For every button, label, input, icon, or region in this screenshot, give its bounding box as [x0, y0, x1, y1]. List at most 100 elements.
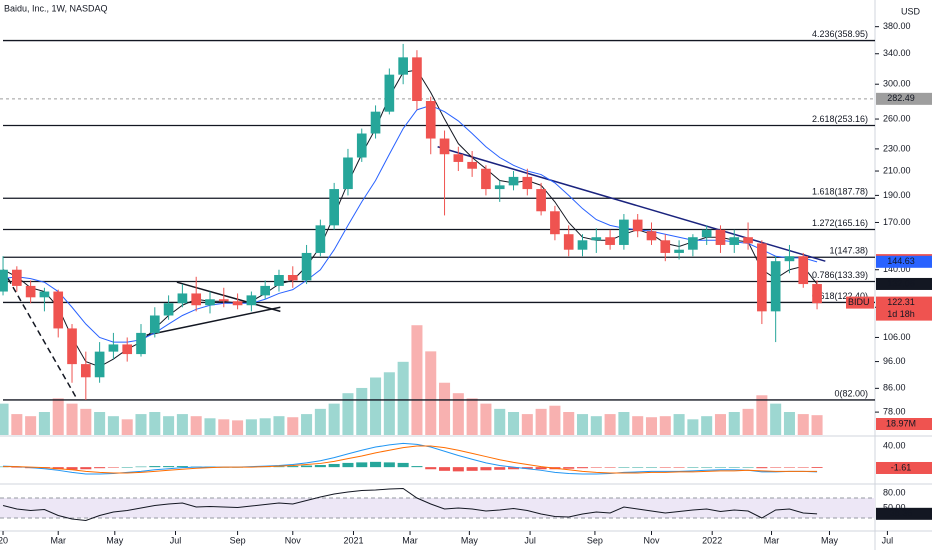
- volume-bar: [563, 412, 575, 435]
- volume-bar: [783, 412, 795, 435]
- price-badge: [876, 277, 932, 290]
- rsi-line: [2, 487, 818, 522]
- volume-bar: [121, 419, 133, 435]
- candle-body: [467, 161, 477, 169]
- macd-histogram: [576, 467, 589, 469]
- fib-label: 1.272(165.16): [812, 218, 868, 228]
- volume-bar: [480, 403, 492, 435]
- volume-bar: [632, 416, 644, 435]
- candle-body: [563, 234, 574, 250]
- macd-histogram: [94, 467, 106, 469]
- macd-histogram: [645, 467, 658, 468]
- candle-body: [646, 231, 657, 241]
- candle-body: [163, 303, 174, 316]
- macd-histogram: [52, 467, 64, 470]
- volume-bar: [135, 414, 147, 435]
- macd-histogram: [811, 467, 823, 468]
- macd-histogram: [563, 467, 575, 469]
- macd-histogram: [411, 466, 423, 468]
- fib-label: 4.236(358.95): [812, 29, 868, 39]
- chart-title: Baidu, Inc., 1W, NASDAQ: [4, 3, 108, 13]
- macd-histogram: [687, 467, 699, 468]
- volume-bar: [149, 412, 161, 435]
- x-tick-label: 2021: [343, 535, 363, 545]
- candle-body: [812, 284, 822, 304]
- volume-label: 18.97M: [886, 418, 916, 428]
- macd-histogram: [659, 467, 671, 468]
- x-tick-label: Nov: [643, 535, 660, 545]
- volume-bar: [314, 408, 326, 435]
- candle-body: [660, 240, 671, 253]
- y-tick-label: 260.00: [883, 113, 911, 123]
- volume-bar: [287, 417, 299, 435]
- candle-body: [770, 261, 781, 312]
- candle-body: [329, 189, 339, 226]
- volume-bar: [11, 414, 23, 435]
- candle-body: [53, 291, 64, 329]
- symbol-badge: [846, 296, 874, 309]
- volume-bar: [452, 393, 464, 435]
- y-tick-label: 340.00: [883, 48, 911, 58]
- volume-bar: [494, 408, 506, 435]
- candle-body: [784, 256, 795, 262]
- rsi-badge: [876, 507, 932, 520]
- volume-bar: [811, 415, 823, 435]
- candle-body: [274, 275, 284, 286]
- x-tick-label: Jul: [882, 535, 894, 545]
- macd-histogram: [342, 462, 354, 468]
- candle-body: [301, 252, 312, 281]
- volume-bar: [604, 414, 616, 435]
- macd-histogram: [783, 467, 795, 468]
- macd-histogram: [66, 467, 78, 470]
- macd-histogram: [439, 467, 451, 471]
- candle-body: [605, 237, 615, 245]
- price-badge-label: 282.49: [887, 93, 915, 103]
- candle-body: [205, 299, 215, 306]
- macd-histogram: [632, 467, 644, 468]
- volume-badge: [876, 418, 932, 430]
- countdown: 1d 18h: [887, 309, 915, 319]
- macd-histogram: [356, 462, 368, 468]
- volume-bar: [25, 416, 37, 435]
- macd-histogram: [11, 467, 23, 468]
- macd-histogram: [314, 465, 326, 468]
- volume-bar: [521, 414, 533, 435]
- candle-body: [370, 111, 381, 134]
- volume-bar: [301, 414, 313, 435]
- volume-bar: [0, 403, 9, 435]
- rsi-value-label: 38.36: [890, 508, 913, 518]
- candle-body: [108, 344, 119, 352]
- candle-body: [577, 240, 588, 250]
- volume-bar: [590, 416, 602, 435]
- x-tick-label: May: [821, 535, 839, 545]
- volume-bar: [245, 419, 257, 435]
- candle-body: [315, 225, 326, 253]
- volume-bar: [770, 403, 782, 435]
- volume-bar: [576, 414, 589, 435]
- volume-bar: [80, 408, 92, 435]
- y-tick-label: 300.00: [883, 79, 911, 89]
- fib-label: 0.618(122.40): [812, 291, 868, 301]
- macd-histogram: [480, 467, 492, 471]
- candle-body: [343, 157, 353, 190]
- volume-bar: [508, 412, 520, 435]
- rsi-band: [0, 498, 875, 518]
- candle-body: [481, 168, 491, 190]
- candle-body: [122, 344, 133, 355]
- volume-bar: [742, 408, 754, 435]
- macd-histogram: [328, 463, 340, 468]
- macd-histogram: [163, 466, 175, 468]
- candle-body: [674, 249, 684, 253]
- candle-body: [425, 101, 436, 139]
- volume-bar: [356, 387, 368, 435]
- y-tick-label: 190.00: [883, 190, 911, 200]
- macd-histogram: [466, 467, 478, 471]
- candle-body: [218, 299, 229, 302]
- macd-histogram: [121, 467, 133, 468]
- candle-body: [136, 332, 146, 355]
- macd-value-label: -1.61: [891, 462, 912, 472]
- y-tick-label: 380.00: [883, 21, 911, 31]
- symbol-label: BIDU: [848, 297, 870, 307]
- macd-histogram: [590, 467, 602, 468]
